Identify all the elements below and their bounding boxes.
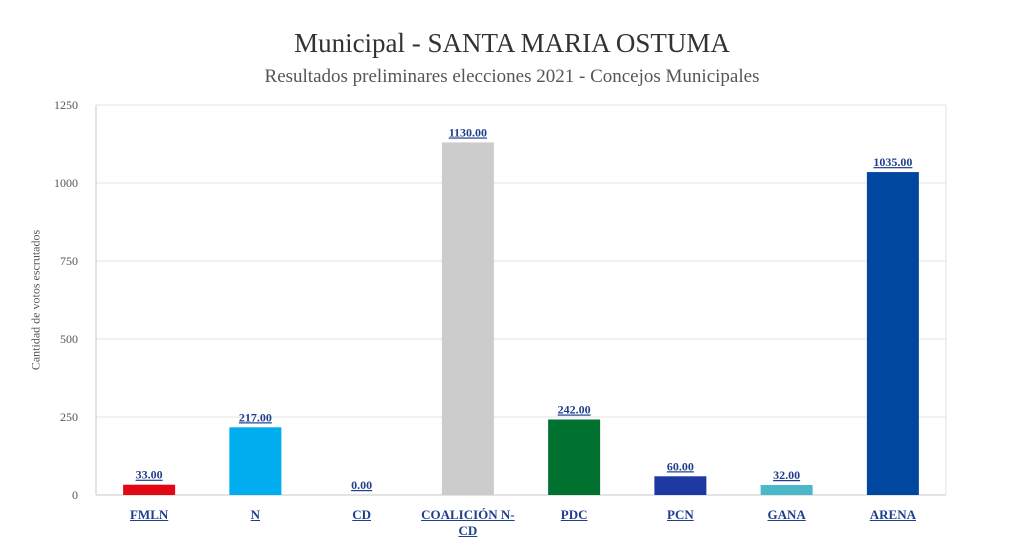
bar[interactable] <box>229 427 282 495</box>
chart-subtitle: Resultados preliminares elecciones 2021 … <box>264 66 760 87</box>
data-label[interactable]: 1130.00 <box>449 125 487 139</box>
bar[interactable] <box>123 484 176 495</box>
x-tick-label[interactable]: ARENA <box>869 507 916 522</box>
y-tick-label: 750 <box>60 254 78 268</box>
y-tick-label: 1000 <box>54 176 78 190</box>
chart-title: Municipal - SANTA MARIA OSTUMA <box>294 28 730 58</box>
y-tick-label: 1250 <box>54 98 78 112</box>
data-label[interactable]: 0.00 <box>351 478 372 492</box>
y-tick-label: 500 <box>60 332 78 346</box>
x-tick-label[interactable]: N <box>250 507 261 522</box>
data-label[interactable]: 60.00 <box>667 459 694 473</box>
x-tick-label[interactable]: PCN <box>667 507 694 522</box>
data-label[interactable]: 217.00 <box>239 410 272 424</box>
bar[interactable] <box>866 172 919 495</box>
y-tick-label: 0 <box>72 488 78 502</box>
x-tick-label[interactable]: GANA <box>767 507 806 522</box>
x-tick-label[interactable]: COALICIÓN N-CD <box>421 507 515 538</box>
data-label[interactable]: 1035.00 <box>873 155 912 169</box>
x-tick-label[interactable]: CD <box>352 507 372 522</box>
data-label[interactable]: 32.00 <box>773 468 800 482</box>
bar[interactable] <box>441 142 494 495</box>
x-tick-label[interactable]: FMLN <box>129 507 169 522</box>
x-tick-label[interactable]: PDC <box>560 507 588 522</box>
bar[interactable] <box>654 476 707 495</box>
bar[interactable] <box>548 419 601 495</box>
y-tick-label: 250 <box>60 410 78 424</box>
bar[interactable] <box>760 485 813 495</box>
data-label[interactable]: 33.00 <box>136 468 163 482</box>
data-label[interactable]: 242.00 <box>558 402 591 416</box>
